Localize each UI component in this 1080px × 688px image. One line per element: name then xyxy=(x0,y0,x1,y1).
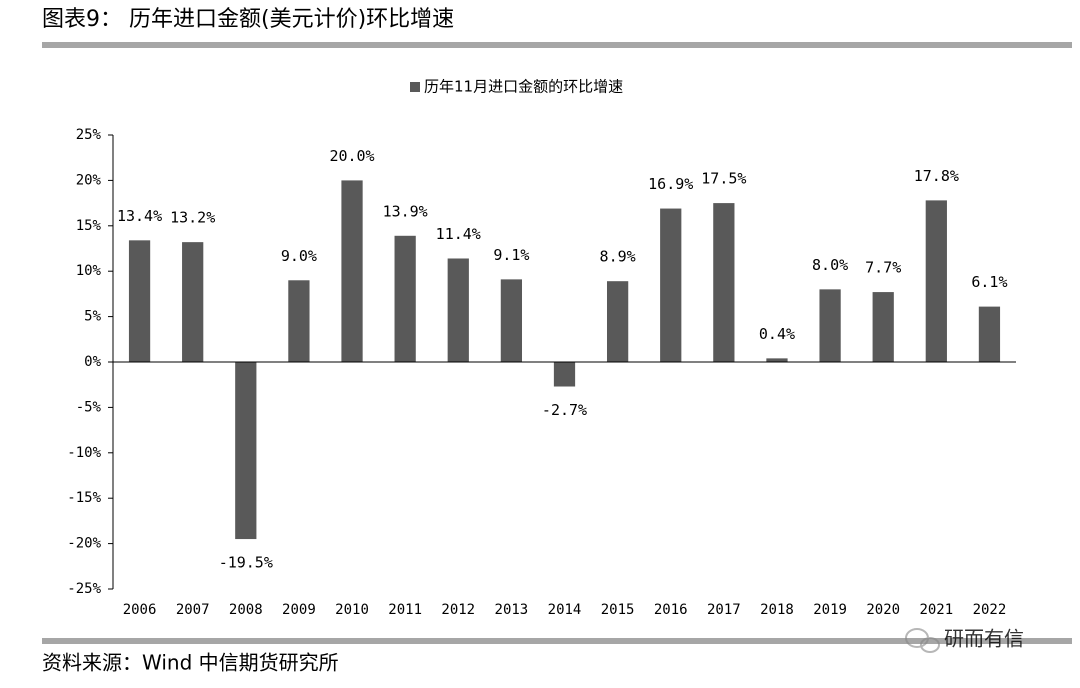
bar xyxy=(819,289,841,362)
y-tick-label: 10% xyxy=(76,263,102,279)
value-label: 20.0% xyxy=(329,147,374,165)
x-tick-label: 2017 xyxy=(707,602,741,618)
x-tick-label: 2013 xyxy=(495,602,529,618)
value-label: -2.7% xyxy=(542,401,587,419)
value-label: 9.1% xyxy=(493,246,529,264)
bar xyxy=(128,240,151,362)
legend-swatch xyxy=(410,82,420,92)
legend-label: 历年11月进口金额的环比增速 xyxy=(424,78,623,96)
watermark-icon xyxy=(905,628,940,653)
watermark: 研而有信 xyxy=(944,627,1024,651)
bar xyxy=(606,281,629,362)
x-tick-label: 2006 xyxy=(123,602,157,618)
y-tick-label: -25% xyxy=(67,581,101,597)
y-tick-label: 0% xyxy=(84,354,101,370)
y-tick-label: 20% xyxy=(76,172,102,188)
y-tick-label: -5% xyxy=(76,399,102,415)
value-label: 13.4% xyxy=(117,207,162,225)
x-tick-label: 2012 xyxy=(441,602,475,618)
value-label: 13.2% xyxy=(170,209,215,227)
bar xyxy=(713,203,735,362)
bar xyxy=(500,279,523,362)
y-tick-label: 15% xyxy=(76,218,102,234)
value-label: 9.0% xyxy=(281,247,317,265)
bar xyxy=(553,362,576,387)
x-tick-label: 2019 xyxy=(813,602,847,618)
x-tick-label: 2010 xyxy=(335,602,369,618)
bar xyxy=(925,200,947,362)
value-label: 13.9% xyxy=(383,202,428,220)
y-tick-label: -20% xyxy=(67,536,101,552)
bar xyxy=(182,242,204,362)
x-tick-label: 2018 xyxy=(760,602,794,618)
value-label: 16.9% xyxy=(648,175,693,193)
x-tick-label: 2014 xyxy=(548,602,582,618)
bar xyxy=(235,362,257,540)
footer-rule xyxy=(42,638,1072,644)
value-label: 11.4% xyxy=(436,225,481,243)
bar xyxy=(872,292,894,362)
x-tick-label: 2007 xyxy=(176,602,210,618)
y-tick-label: 5% xyxy=(84,309,101,325)
figure-title: 图表9： 历年进口金额(美元计价)环比增速 xyxy=(42,7,454,32)
value-label: 0.4% xyxy=(759,325,795,343)
bar xyxy=(766,358,788,362)
value-label: 17.5% xyxy=(701,170,746,188)
bar xyxy=(660,208,682,362)
header-rule xyxy=(42,42,1072,48)
x-tick-label: 2015 xyxy=(601,602,635,618)
x-tick-label: 2020 xyxy=(866,602,900,618)
bar xyxy=(394,235,416,362)
value-label: -19.5% xyxy=(219,554,273,572)
value-label: 17.8% xyxy=(914,167,959,185)
value-label: 8.0% xyxy=(812,256,848,274)
bar xyxy=(288,280,310,362)
y-tick-label: -15% xyxy=(67,490,101,506)
value-label: 7.7% xyxy=(865,259,901,277)
value-label: 6.1% xyxy=(971,273,1007,291)
bar xyxy=(447,258,469,362)
value-label: 8.9% xyxy=(600,248,636,266)
x-tick-label: 2009 xyxy=(282,602,316,618)
bar xyxy=(978,306,1001,362)
x-tick-label: 2011 xyxy=(388,602,422,618)
source: 资料来源：Wind 中信期货研究所 xyxy=(42,651,339,675)
y-tick-label: 25% xyxy=(76,127,102,143)
bar xyxy=(341,180,363,362)
x-tick-label: 2022 xyxy=(973,602,1007,618)
x-tick-label: 2016 xyxy=(654,602,688,618)
x-tick-label: 2008 xyxy=(229,602,263,618)
x-tick-label: 2021 xyxy=(919,602,953,618)
y-tick-label: -10% xyxy=(67,445,101,461)
